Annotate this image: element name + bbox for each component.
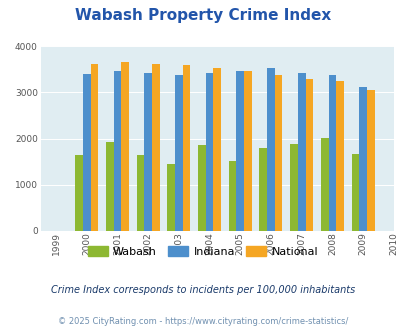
Legend: Wabash, Indiana, National: Wabash, Indiana, National (83, 242, 322, 261)
Bar (266, 68, 274, 231)
Bar (106, 142, 113, 231)
Bar (297, 73, 305, 231)
Bar (366, 90, 374, 231)
Bar (274, 75, 282, 231)
Bar (228, 161, 236, 231)
Bar (259, 148, 266, 231)
Bar (136, 155, 144, 231)
Bar (351, 154, 358, 231)
Bar (236, 71, 243, 231)
Bar (113, 71, 121, 231)
Bar (205, 74, 213, 231)
Text: Wabash Property Crime Index: Wabash Property Crime Index (75, 8, 330, 23)
Bar (167, 164, 175, 231)
Bar (213, 68, 220, 231)
Bar (83, 74, 90, 231)
Bar (335, 81, 343, 231)
Bar (358, 87, 366, 231)
Bar (90, 64, 98, 231)
Bar (290, 144, 297, 231)
Bar (305, 79, 312, 231)
Bar (320, 138, 328, 231)
Bar (121, 62, 128, 231)
Bar (328, 75, 335, 231)
Bar (198, 145, 205, 231)
Text: © 2025 CityRating.com - https://www.cityrating.com/crime-statistics/: © 2025 CityRating.com - https://www.city… (58, 317, 347, 326)
Bar (75, 155, 83, 231)
Text: Crime Index corresponds to incidents per 100,000 inhabitants: Crime Index corresponds to incidents per… (51, 285, 354, 295)
Bar (151, 64, 159, 231)
Bar (182, 65, 190, 231)
Bar (243, 71, 251, 231)
Bar (144, 74, 151, 231)
Bar (175, 75, 182, 231)
